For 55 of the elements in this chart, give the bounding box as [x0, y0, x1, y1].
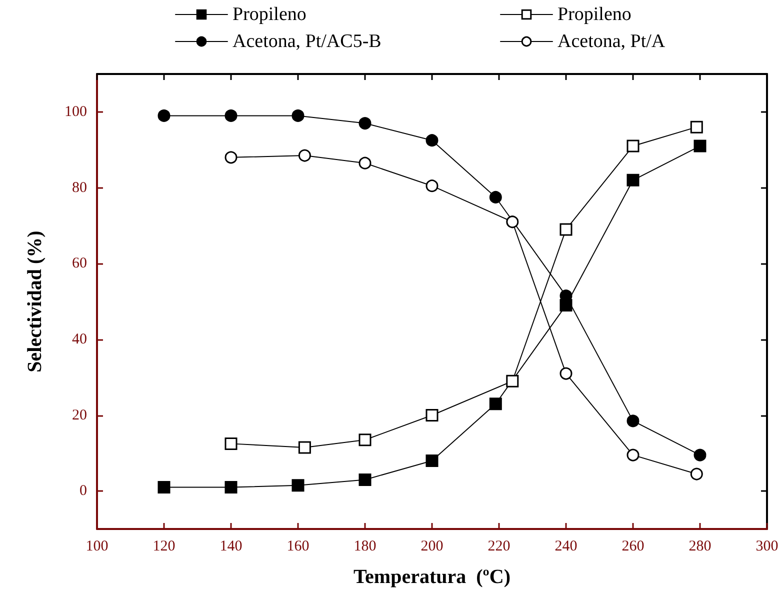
- y-tick-label: 60: [72, 256, 87, 272]
- point: [690, 468, 703, 480]
- point: [626, 448, 640, 462]
- point: [224, 109, 238, 122]
- point: [426, 409, 438, 422]
- point: [224, 151, 238, 164]
- y-tick-label: 0: [80, 483, 87, 500]
- x-tick-label: 100: [86, 538, 108, 554]
- point: [506, 374, 519, 388]
- y-tick-label: 20: [72, 407, 87, 424]
- point: [358, 473, 372, 486]
- x-tick-label: 300: [756, 538, 778, 554]
- point: [694, 140, 706, 152]
- legend-label: Propileno: [232, 4, 306, 25]
- point: [298, 149, 311, 162]
- y-tick-label: 100: [64, 104, 87, 120]
- point: [506, 216, 519, 228]
- point: [626, 414, 640, 428]
- point: [489, 398, 502, 410]
- legend-label: Acetona, Pt/A: [558, 31, 666, 52]
- point: [489, 190, 502, 204]
- point: [560, 367, 572, 380]
- x-tick-label: 160: [286, 538, 310, 554]
- x-tick-label: 180: [354, 538, 376, 554]
- point: [292, 479, 304, 492]
- point: [560, 223, 572, 236]
- x-tick-label: 280: [688, 538, 712, 554]
- point: [292, 109, 304, 122]
- legend-label: Acetona, Pt/AC5-B: [232, 31, 382, 52]
- point: [298, 441, 311, 454]
- y-axis-title: Selectividad (%): [24, 230, 46, 372]
- y-tick-label: 80: [72, 180, 87, 196]
- point: [626, 140, 640, 152]
- legend-label: Propileno: [558, 4, 632, 25]
- x-tick-label: 240: [554, 538, 578, 554]
- x-tick-label: 220: [488, 538, 510, 554]
- point: [426, 454, 438, 467]
- point: [358, 434, 372, 446]
- point: [426, 180, 438, 192]
- x-tick-label: 260: [622, 538, 644, 554]
- x-tick-label: 200: [420, 538, 444, 554]
- point: [158, 481, 170, 494]
- x-axis-title: Temperatura (ºC): [354, 566, 510, 588]
- point: [694, 448, 706, 462]
- point: [224, 481, 238, 494]
- point: [358, 117, 372, 130]
- x-tick-label: 140: [220, 538, 242, 554]
- point: [626, 174, 640, 186]
- x-tick-label: 120: [152, 538, 176, 554]
- point: [224, 437, 238, 450]
- y-tick-label: 40: [72, 331, 87, 348]
- point: [358, 156, 372, 170]
- point: [690, 120, 703, 134]
- point: [426, 134, 438, 147]
- point: [158, 109, 170, 122]
